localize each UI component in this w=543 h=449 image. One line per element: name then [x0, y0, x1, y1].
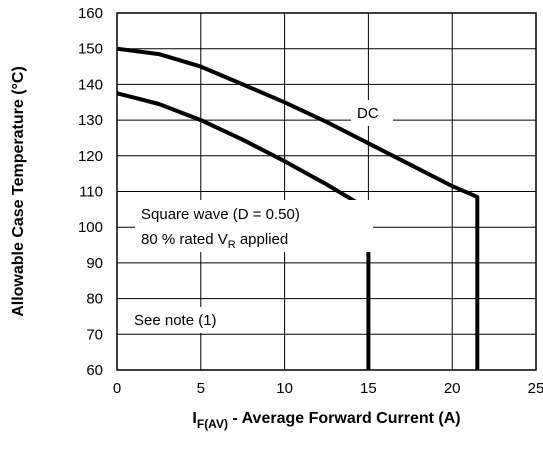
x-tick-label: 5: [197, 380, 205, 397]
x-tick-label: 15: [360, 380, 377, 397]
y-tick-label: 140: [78, 76, 103, 93]
annotations: DC Square wave (D = 0.50) 80 % rated VR ap…: [128, 100, 393, 333]
dc-label: DC: [357, 105, 379, 122]
x-tick-label: 20: [444, 380, 461, 397]
series-line-dc: [116, 46, 480, 370]
plot-frame: [116, 12, 537, 371]
y-tick-label: 90: [86, 255, 103, 272]
y-tick-label: 100: [78, 219, 103, 236]
square-wave-label-background: [135, 200, 373, 252]
x-axis-label-sub: F(AV): [197, 417, 228, 431]
x-tick-label: 0: [113, 380, 121, 397]
x-tick-label: 25: [528, 380, 543, 397]
y-tick-label: 70: [86, 326, 103, 343]
x-axis-label: IF(AV) - Average Forward Current (A): [192, 410, 460, 431]
see-note-label: See note (1): [134, 312, 217, 329]
see-note-background: [128, 307, 252, 333]
y-tick-label: 150: [78, 41, 103, 58]
square-wave-label: Square wave (D = 0.50): [141, 206, 300, 223]
rated-voltage-label: 80 % rated VR applied: [141, 231, 288, 251]
x-axis-label-main: I: [192, 410, 196, 427]
y-tick-label: 160: [78, 5, 103, 22]
x-tick-label: 10: [276, 380, 293, 397]
grid-lines: [117, 13, 536, 370]
y-tick-label: 80: [86, 291, 103, 308]
x-axis-label-rest: - Average Forward Current (A): [228, 410, 461, 427]
y-tick-labels: 60 70 80 90 100 110 120 130 140 150 160: [78, 5, 103, 379]
y-tick-label: 120: [78, 148, 103, 165]
x-tick-labels: 0 5 10 15 20 25: [113, 380, 543, 397]
y-axis-label: Allowable Case Temperature (°C): [10, 66, 27, 317]
y-tick-label: 130: [78, 112, 103, 129]
y-tick-label: 110: [79, 184, 103, 201]
y-tick-label: 60: [86, 362, 103, 379]
dc-label-background: [351, 100, 393, 126]
